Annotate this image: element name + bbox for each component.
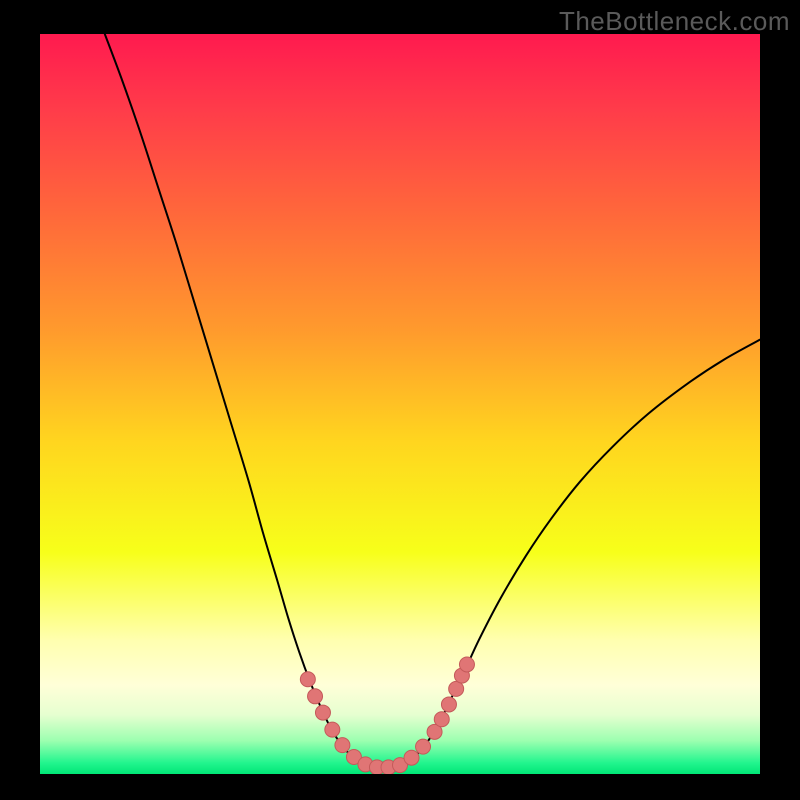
marker-point [449, 681, 464, 696]
watermark-text: TheBottleneck.com [559, 6, 790, 37]
plot-area [40, 34, 760, 774]
marker-point [315, 705, 330, 720]
marker-point [325, 722, 340, 737]
chart-stage: TheBottleneck.com [0, 0, 800, 800]
marker-point [300, 672, 315, 687]
marker-point [416, 739, 431, 754]
chart-svg [40, 34, 760, 774]
marker-point [459, 657, 474, 672]
marker-point [441, 697, 456, 712]
marker-point [434, 712, 449, 727]
marker-point [404, 750, 419, 765]
marker-point [308, 689, 323, 704]
marker-point [335, 738, 350, 753]
